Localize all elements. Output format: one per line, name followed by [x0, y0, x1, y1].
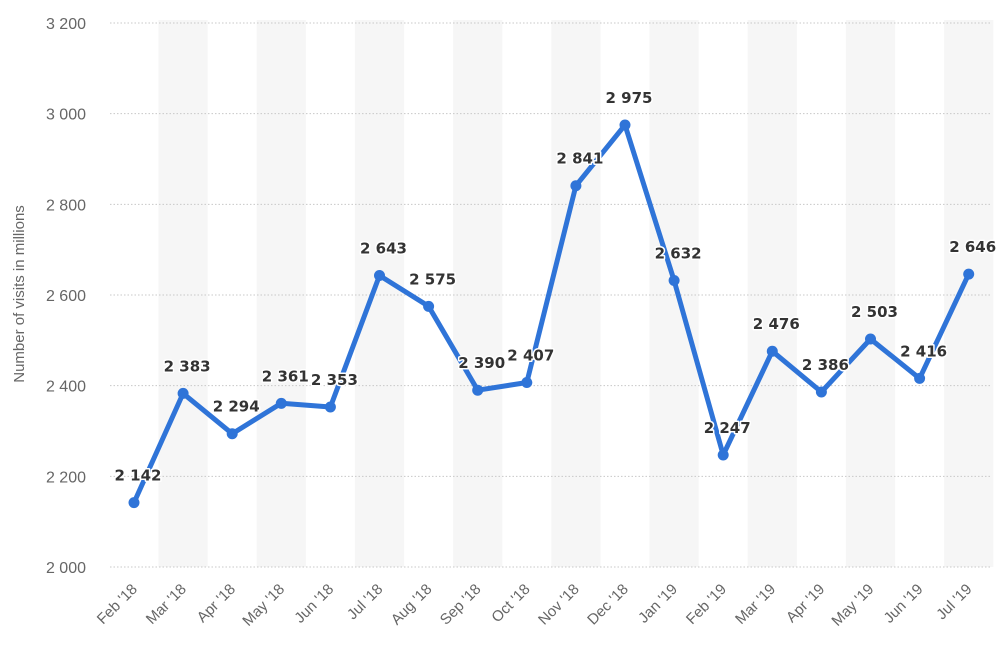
data-point [717, 449, 729, 461]
data-label: 2 390 [458, 354, 505, 372]
band [747, 20, 797, 567]
data-point [324, 401, 336, 413]
band [354, 20, 405, 567]
data-label: 2 416 [900, 342, 947, 360]
band [944, 20, 994, 567]
data-point [914, 372, 926, 384]
band [158, 20, 208, 567]
band [453, 20, 503, 567]
data-label: 2 386 [802, 356, 849, 374]
data-label: 2 247 [704, 419, 751, 437]
data-point [619, 119, 631, 131]
x-tick-label: Jul '18 [344, 581, 386, 623]
y-tick-label: 3 200 [46, 16, 86, 33]
data-label: 2 361 [262, 367, 309, 385]
series-line [131, 122, 972, 506]
y-tick-label: 2 400 [46, 379, 86, 396]
x-tick-label: May '19 [828, 581, 877, 630]
data-point [963, 268, 975, 280]
x-axis-ticks: Feb '18 Mar '18 Apr '18 May '18 Jun '18 Jul '… [94, 581, 976, 630]
band [845, 20, 896, 567]
x-tick-label: Jul '19 [933, 581, 975, 623]
data-label: 2 975 [606, 89, 653, 107]
data-point [275, 397, 287, 409]
data-point [668, 274, 680, 286]
data-label: 2 503 [851, 303, 898, 321]
data-label: 2 294 [213, 398, 260, 416]
data-label: 2 575 [409, 270, 456, 288]
gridlines [110, 22, 992, 568]
band [649, 20, 699, 567]
y-tick-label: 2 800 [46, 197, 86, 214]
data-point [374, 270, 385, 282]
data-point [472, 384, 484, 396]
x-tick-label: May '18 [239, 581, 288, 630]
data-points [128, 119, 975, 509]
y-tick-label: 2 000 [46, 560, 86, 577]
x-tick-label: Aug '18 [388, 581, 436, 629]
data-point [815, 386, 827, 398]
x-tick-label: Jan '19 [635, 581, 681, 627]
alternating-bands [158, 20, 994, 567]
x-tick-label: Oct '18 [488, 581, 533, 626]
data-label: 2 632 [655, 244, 702, 262]
x-tick-label: Mar '19 [732, 581, 779, 628]
data-point [766, 345, 778, 357]
x-tick-label: Feb '19 [683, 581, 730, 628]
x-tick-label: Jun '18 [291, 581, 337, 627]
band [256, 20, 306, 567]
x-tick-label: Nov '18 [535, 581, 583, 629]
data-point [521, 376, 533, 388]
y-axis-ticks: 2 000 2 200 2 400 2 600 2 800 3 000 3 200 [46, 16, 86, 577]
x-tick-label: Mar '18 [143, 581, 190, 628]
data-point [226, 428, 238, 440]
x-tick-label: Apr '19 [783, 581, 828, 626]
data-label: 2 476 [753, 315, 800, 333]
band [551, 20, 601, 567]
x-tick-label: Dec '18 [584, 581, 632, 629]
y-tick-label: 3 000 [46, 107, 86, 124]
data-point [177, 387, 189, 399]
data-label: 2 841 [556, 150, 603, 168]
x-tick-label: Apr '18 [194, 581, 239, 626]
y-axis-label: Number of visits in millions [11, 205, 28, 383]
data-label: 2 353 [311, 371, 358, 389]
data-label: 2 383 [164, 357, 211, 375]
data-label: 2 407 [507, 346, 554, 364]
data-point [865, 333, 876, 345]
x-tick-label: Feb '18 [94, 581, 141, 628]
data-label: 2 142 [115, 467, 162, 485]
data-label: 2 646 [949, 238, 996, 256]
data-point [128, 497, 140, 509]
data-point [423, 300, 435, 312]
x-tick-label: Jun '19 [881, 581, 927, 627]
y-tick-label: 2 200 [46, 469, 86, 486]
data-label: 2 643 [360, 240, 407, 258]
data-point [570, 180, 582, 192]
x-tick-label: Sep '18 [437, 581, 485, 629]
y-tick-label: 2 600 [46, 288, 86, 305]
